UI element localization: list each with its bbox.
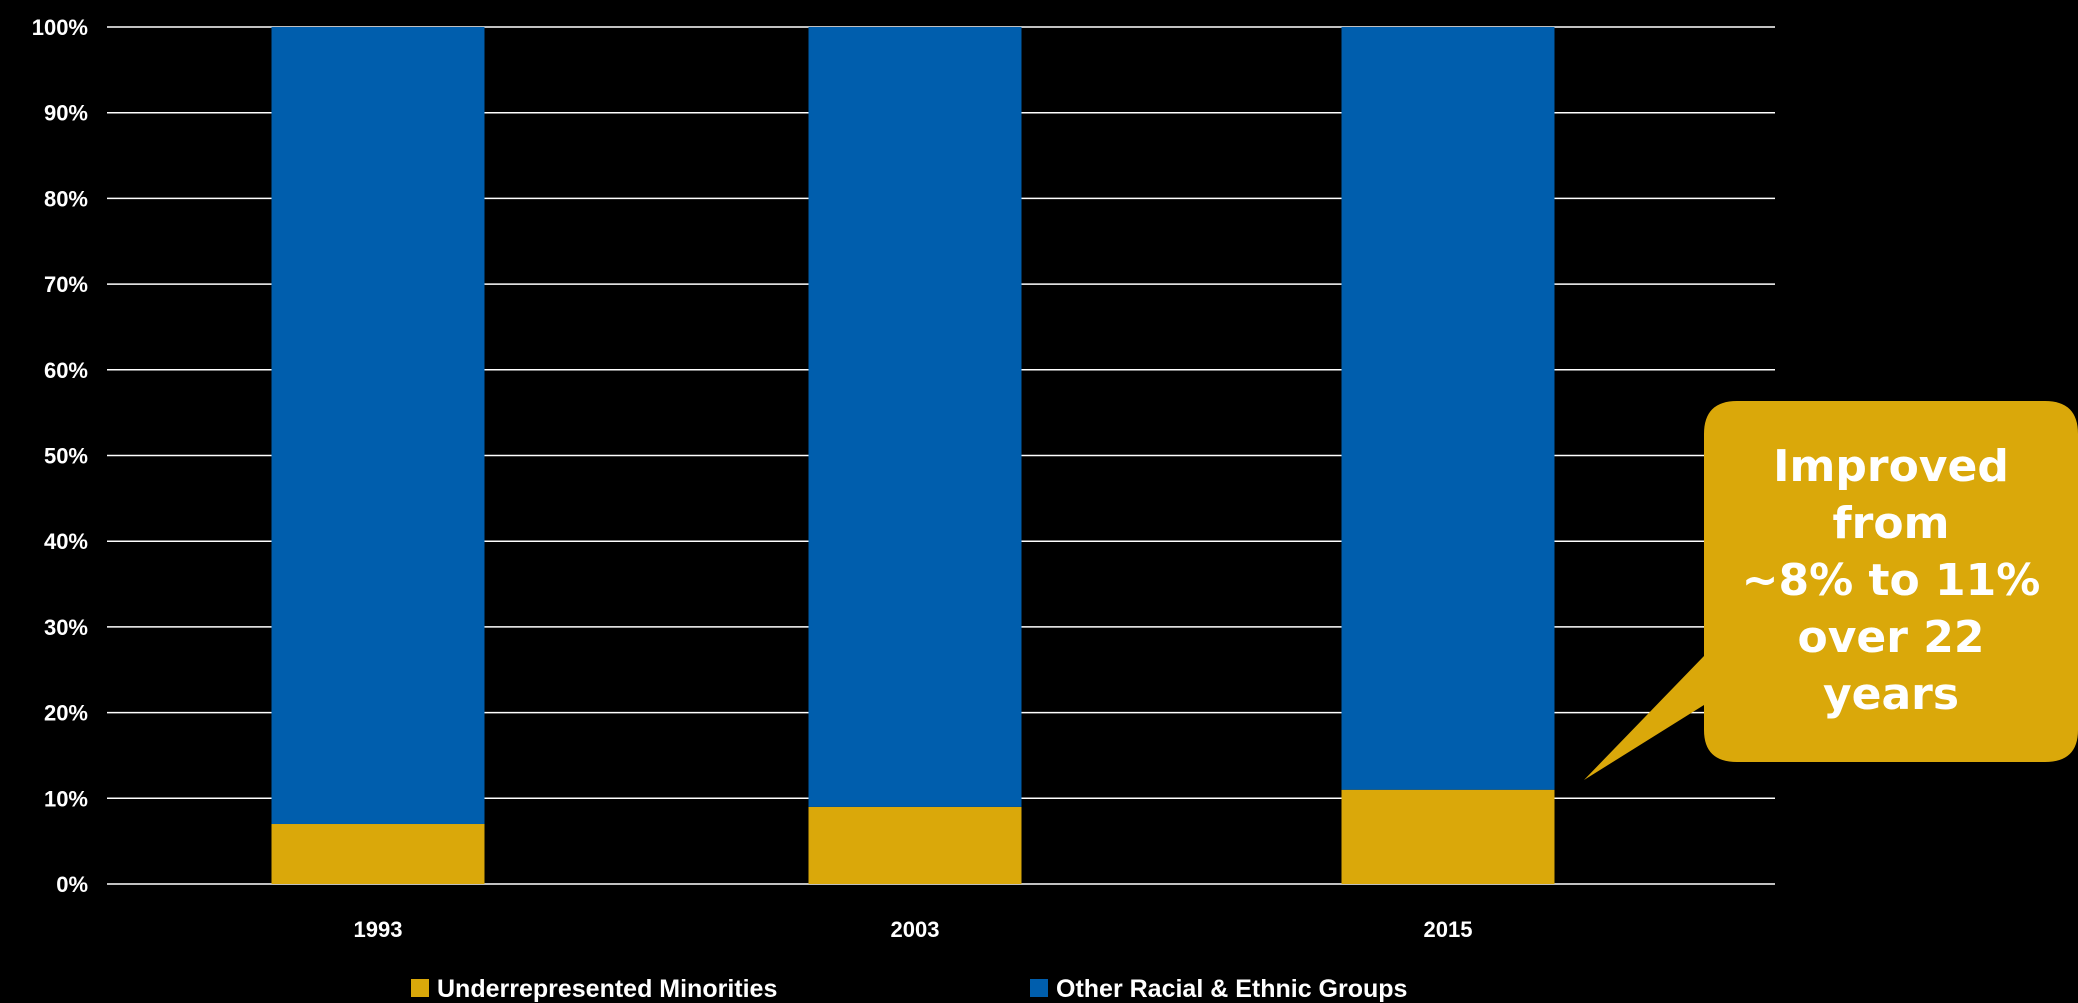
bar-segment-other-2015 — [1341, 27, 1555, 790]
y-tick-label: 60% — [44, 358, 88, 383]
x-tick-label: 1993 — [354, 917, 403, 942]
y-tick-label: 100% — [32, 15, 88, 40]
bar-segment-underrepresented-1993 — [271, 824, 485, 884]
legend: Underrepresented Minorities Other Racial … — [411, 975, 1407, 1003]
callout-bubble — [1584, 401, 2078, 780]
bar-segment-underrepresented-2015 — [1341, 789, 1555, 884]
y-tick-label: 20% — [44, 701, 88, 726]
legend-label: Other Racial & Ethnic Groups — [1056, 975, 1407, 1003]
x-tick-label: 2015 — [1424, 917, 1473, 942]
y-axis-tick-labels: 0% 10% 20% 30% 40% 50% 60% 70% 80% 90% 100% — [32, 15, 88, 897]
y-tick-label: 10% — [44, 786, 88, 811]
callout-line: ~8% to 11% — [1742, 555, 2041, 606]
y-tick-label: 30% — [44, 615, 88, 640]
bar-segment-other-1993 — [271, 27, 485, 825]
y-tick-label: 80% — [44, 186, 88, 211]
y-tick-label: 70% — [44, 272, 88, 297]
callout-line: from — [1833, 498, 1950, 549]
legend-swatch — [411, 979, 429, 997]
y-tick-label: 50% — [44, 444, 88, 469]
y-tick-label: 90% — [44, 101, 88, 126]
x-tick-label: 2003 — [891, 917, 940, 942]
callout-text: Improved from ~8% to 11% over 22 years — [1742, 441, 2041, 720]
legend-label: Underrepresented Minorities — [437, 975, 777, 1003]
x-axis-tick-labels: 1993 2003 2015 — [354, 917, 1473, 942]
y-tick-label: 40% — [44, 529, 88, 554]
y-tick-label: 0% — [56, 872, 88, 897]
callout-line: Improved — [1773, 441, 2009, 492]
legend-swatch — [1030, 979, 1048, 997]
callout-line: years — [1823, 669, 1959, 720]
bar-segment-underrepresented-2003 — [808, 806, 1022, 884]
bars — [271, 27, 1555, 884]
callout-line: over 22 — [1798, 612, 1985, 663]
bar-segment-other-2003 — [808, 27, 1022, 807]
callout-annotation: Improved from ~8% to 11% over 22 years — [1584, 401, 2078, 780]
